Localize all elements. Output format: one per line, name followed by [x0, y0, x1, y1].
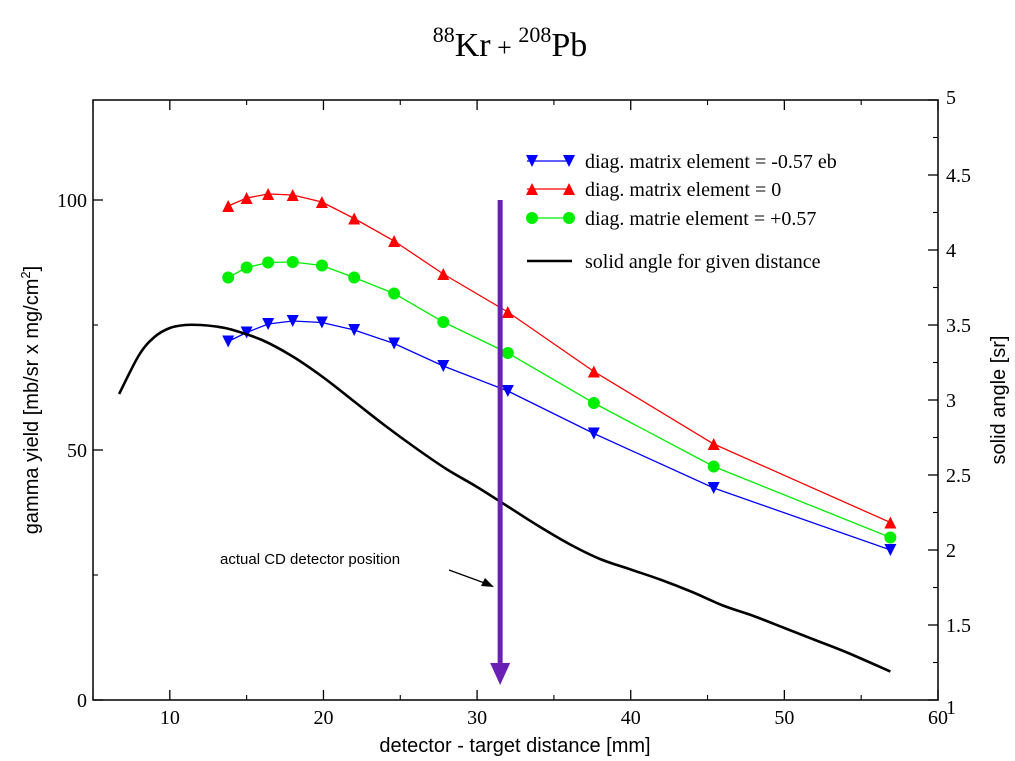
legend-marker-circle: [526, 212, 538, 224]
data-point: [348, 271, 361, 284]
data-point: [262, 318, 275, 330]
y2-tick-label: 4.5: [946, 165, 971, 187]
x-tick-label: 30: [467, 707, 487, 729]
y-axis-right: 1 1.5 2 2.5 3 3.5 4 4.5 5: [928, 87, 971, 719]
data-point: [884, 544, 897, 556]
data-point: [315, 316, 328, 329]
y2-tick-label: 4: [946, 240, 956, 262]
data-point: [587, 427, 600, 440]
x-tick-label: 20: [313, 707, 333, 729]
y-tick-label: 100: [57, 190, 87, 212]
y-axis-label-main: gamma yield [mb/sr x mg/cm: [21, 279, 43, 535]
y-tick-label: 50: [67, 440, 87, 462]
detector-position-marker: [490, 200, 511, 685]
y2-tick-label: 1.5: [946, 615, 971, 637]
y2-tick-label: 2: [946, 540, 956, 562]
detector-position-arrow-head: [490, 663, 511, 685]
data-point: [437, 316, 450, 328]
legend: diag. matrix element = -0.57 eb diag. ma…: [526, 151, 837, 273]
data-point: [222, 335, 235, 348]
legend-label-blue: diag. matrix element = -0.57 eb: [585, 151, 837, 173]
series-line: [227, 261, 891, 539]
chart-title: 88Kr + 208Pb: [433, 22, 587, 64]
data-point: [437, 360, 450, 372]
data-point: [707, 460, 720, 473]
y2-tick-label: 3: [946, 390, 956, 412]
y2-tick-label: 1: [946, 697, 956, 719]
series-1: [222, 188, 897, 529]
y-axis-left: 0 50 100: [57, 190, 103, 712]
data-point: [286, 189, 299, 201]
x-tick-label: 60: [928, 707, 948, 729]
legend-item-red: diag. matrix element = 0: [526, 179, 781, 201]
annotation-pointer-head: [481, 578, 494, 587]
x-tick-label: 10: [160, 707, 180, 729]
data-point: [501, 385, 514, 397]
data-point: [884, 516, 897, 529]
data-point: [348, 324, 361, 336]
data-point: [707, 482, 720, 494]
data-point: [286, 315, 299, 327]
y2-tick-label: 5: [946, 87, 956, 109]
y-axis-label: gamma yield [mb/sr x mg/cm2]: [18, 266, 43, 534]
data-point: [315, 259, 328, 272]
y-axis-label-sup: 2: [18, 271, 33, 278]
data-point: [388, 235, 401, 247]
legend-marker-triangle-down: [526, 155, 538, 167]
legend-label-red: diag. matrix element = 0: [585, 179, 781, 201]
series-line: [227, 320, 891, 551]
data-point: [707, 438, 720, 450]
y-tick-label: 0: [77, 690, 87, 712]
series-line: [227, 193, 891, 524]
data-point: [240, 326, 253, 339]
y2-tick-label: 2.5: [946, 465, 971, 487]
data-point: [437, 268, 450, 280]
data-point: [587, 397, 600, 409]
plot-frame: [92, 99, 939, 701]
data-point: [222, 271, 235, 284]
legend-marker-triangle-down: [563, 155, 575, 167]
series-3: [117, 323, 891, 673]
data-point: [501, 347, 514, 359]
y2-axis-label: solid angle [sr]: [988, 336, 1010, 465]
y-axis-label-end: ]: [21, 266, 43, 272]
legend-marker-triangle-up: [526, 183, 538, 195]
data-point: [222, 200, 235, 212]
data-point: [240, 192, 253, 204]
title-plus: +: [491, 33, 519, 62]
x-axis: 10 20 30 40 50 60: [92, 100, 948, 729]
legend-label-green: diag. matrie element = +0.57: [585, 208, 816, 230]
legend-item-green: diag. matrie element = +0.57: [526, 208, 816, 230]
annotation-label: actual CD detector position: [220, 551, 400, 568]
data-point: [501, 306, 514, 318]
x-axis-label: detector - target distance [mm]: [379, 735, 650, 757]
data-point: [286, 256, 299, 268]
legend-marker-circle: [563, 212, 575, 224]
title-element-pb: Pb: [551, 27, 587, 64]
series-line: [117, 323, 891, 673]
title-mass-pb: 208: [518, 22, 551, 47]
y2-tick-label: 3.5: [946, 315, 971, 337]
data-point: [587, 365, 600, 378]
data-point: [240, 261, 253, 274]
x-tick-label: 50: [774, 707, 794, 729]
legend-label-black: solid angle for given distance: [585, 251, 821, 273]
data-point: [315, 196, 328, 208]
data-point: [262, 256, 275, 269]
data-point: [262, 188, 275, 200]
legend-item-black: solid angle for given distance: [527, 251, 821, 273]
data-point: [884, 531, 897, 544]
legend-marker-triangle-up: [563, 183, 575, 195]
series-2: [222, 256, 897, 544]
legend-item-blue: diag. matrix element = -0.57 eb: [526, 151, 837, 173]
series-0: [222, 315, 897, 556]
title-mass-kr: 88: [433, 22, 455, 47]
data-point: [388, 337, 401, 350]
series-layer: [117, 188, 897, 673]
title-element-kr: Kr: [455, 27, 492, 64]
data-point: [348, 212, 361, 225]
data-point: [388, 287, 401, 300]
x-tick-label: 40: [621, 707, 641, 729]
